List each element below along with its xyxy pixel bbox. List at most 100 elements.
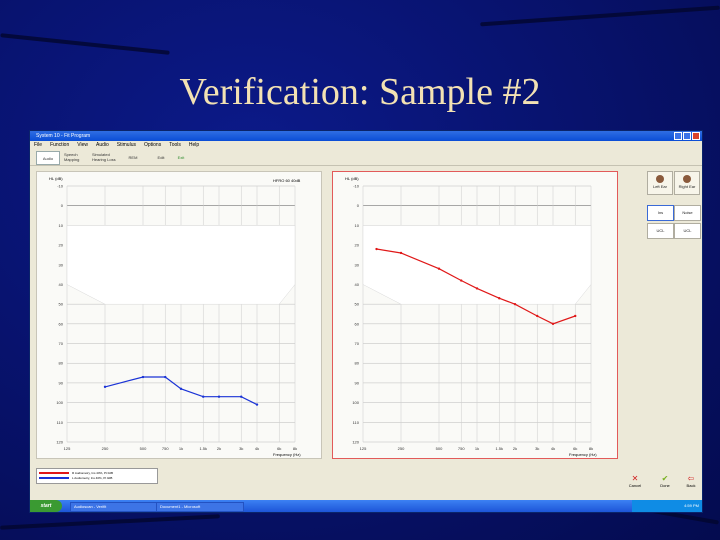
x-tick-label: 3k xyxy=(239,446,243,451)
x-tick-label: 1.5k xyxy=(495,446,503,451)
legend-red-swatch xyxy=(39,472,69,474)
x-tick-label: 2k xyxy=(513,446,517,451)
red-series-point xyxy=(437,267,441,270)
menu-view[interactable]: View xyxy=(77,142,88,148)
x-tick-label: 125 xyxy=(360,446,367,451)
left-ear-label: Left Ear xyxy=(652,184,667,189)
y-tick-label: 10 xyxy=(59,223,64,228)
speech-banana xyxy=(66,225,296,305)
x-tick-label: 1k xyxy=(475,446,479,451)
noise-button[interactable]: Noise xyxy=(674,205,701,221)
done-button[interactable]: ✔ Done xyxy=(652,475,678,489)
y-tick-label: 120 xyxy=(56,440,63,445)
y-tick-label: 40 xyxy=(59,282,64,287)
minimize-button[interactable] xyxy=(674,132,682,140)
x-tick-label: 1.5k xyxy=(199,446,207,451)
red-series-line xyxy=(376,248,576,325)
menu-function[interactable]: Function xyxy=(50,142,70,148)
speech-banana xyxy=(362,225,592,305)
audio-tool-button[interactable]: Audio xyxy=(36,151,60,165)
ucl-right-button[interactable]: UCL xyxy=(674,223,701,239)
edit-tool-button[interactable]: Edit xyxy=(157,154,165,160)
system-tray: 4:59 PM xyxy=(632,500,702,512)
y-tick-label: 30 xyxy=(59,262,64,267)
start-button[interactable]: start xyxy=(30,500,62,512)
menu-options[interactable]: Options xyxy=(143,142,162,148)
y-tick-label: 60 xyxy=(59,321,64,326)
y-tick-label: 70 xyxy=(355,341,360,346)
rem-tool-button[interactable]: REM xyxy=(128,154,138,160)
red-series-point xyxy=(498,297,501,300)
y-tick-label: -10 xyxy=(353,184,360,189)
slide-title: Verification: Sample #2 xyxy=(179,71,541,113)
y-tick-label: 90 xyxy=(59,380,64,385)
exit-tool-button[interactable]: Exit xyxy=(177,154,185,160)
back-button[interactable]: ⇦ Back xyxy=(678,474,702,489)
red-series-point xyxy=(513,302,517,306)
x-tick-label: 750 xyxy=(162,446,169,451)
menu-file[interactable]: File xyxy=(34,142,43,148)
simulated-loss-tool-button[interactable]: Simulated Hearing Loss xyxy=(92,152,116,162)
y-tick-label: 30 xyxy=(355,262,360,267)
close-button[interactable] xyxy=(692,132,700,140)
clock: 4:59 PM xyxy=(684,503,699,508)
menu-bar: File Function View Audio Stimulus Option… xyxy=(30,141,702,149)
y-tick-label: 80 xyxy=(59,361,64,366)
blue-series-point xyxy=(164,375,167,379)
menu-tools[interactable]: Tools xyxy=(169,142,181,148)
speech-mapping-tool-button[interactable]: Speech Mapping xyxy=(64,152,80,162)
cancel-button[interactable]: ✕ Cancel xyxy=(622,474,648,489)
blue-series-point xyxy=(240,395,243,398)
left-audiogram-panel: -10 0 10 20 30 40 50 60 70 80 90 100 110 120 125 250 500… xyxy=(36,171,322,459)
left-ylabel: HL (dB) xyxy=(49,176,63,181)
y-tick-label: 60 xyxy=(355,321,360,326)
blue-series-point xyxy=(103,385,107,389)
red-series-point xyxy=(475,287,479,290)
y-tick-label: 70 xyxy=(59,341,64,346)
window-title: System 10 - Fit Program xyxy=(36,133,91,139)
y-tick-label: 20 xyxy=(355,243,360,248)
menu-audio[interactable]: Audio xyxy=(96,142,109,148)
y-tick-label: -10 xyxy=(57,184,64,189)
cancel-icon: ✕ xyxy=(631,474,639,483)
x-tick-label: 6k xyxy=(277,446,281,451)
blue-series-point xyxy=(217,395,221,398)
red-series-point xyxy=(536,314,539,318)
left-info: HFRO 60 40dB xyxy=(273,178,301,183)
right-ear-button[interactable]: Right Ear xyxy=(674,171,700,195)
ucl-left-button[interactable]: UCL xyxy=(647,223,674,239)
task-document[interactable]: Document1 - Microsoft xyxy=(156,502,244,512)
ins-button[interactable]: Ins xyxy=(647,205,674,221)
cancel-label: Cancel xyxy=(628,483,642,488)
right-audiogram-panel: -10 0 10 20 30 40 50 60 70 80 90 100 110 120 125 250 500… xyxy=(332,171,618,459)
y-tick-label: 0 xyxy=(357,203,360,208)
x-tick-label: 500 xyxy=(140,446,147,451)
menu-stimulus[interactable]: Stimulus xyxy=(116,142,136,148)
right-ear-label: Right Ear xyxy=(678,184,696,189)
taskbar: start Audioscan - Verifit Document1 - Mi… xyxy=(30,500,702,512)
y-tick-label: 10 xyxy=(355,223,360,228)
x-tick-label: 6k xyxy=(573,446,577,451)
red-series-point xyxy=(399,251,403,255)
blue-series-line xyxy=(104,376,258,406)
red-series-point xyxy=(375,247,378,251)
toolbar: Audio Speech Mapping Simulated Hearing L… xyxy=(30,149,702,166)
y-tick-label: 20 xyxy=(59,243,64,248)
y-tick-label: 50 xyxy=(355,302,360,307)
y-tick-label: 90 xyxy=(355,380,360,385)
menu-help[interactable]: Help xyxy=(188,142,200,148)
left-ear-button[interactable]: Left Ear xyxy=(647,171,673,195)
legend-red-label: R Audiometry, Ins 40%, Pt 0dB xyxy=(72,471,113,475)
person-icon xyxy=(683,175,691,183)
maximize-button[interactable] xyxy=(683,132,691,140)
y-tick-label: 0 xyxy=(61,203,64,208)
y-tick-label: 50 xyxy=(59,302,64,307)
y-tick-label: 110 xyxy=(57,420,64,425)
back-arrow-icon: ⇦ xyxy=(687,474,695,483)
task-verifit[interactable]: Audioscan - Verifit xyxy=(70,502,158,512)
x-tick-label: 500 xyxy=(436,446,443,451)
x-tick-label: 125 xyxy=(64,446,71,451)
x-tick-label: 8k xyxy=(293,446,297,451)
y-tick-label: 80 xyxy=(355,361,360,366)
x-tick-label: 4k xyxy=(551,446,555,451)
